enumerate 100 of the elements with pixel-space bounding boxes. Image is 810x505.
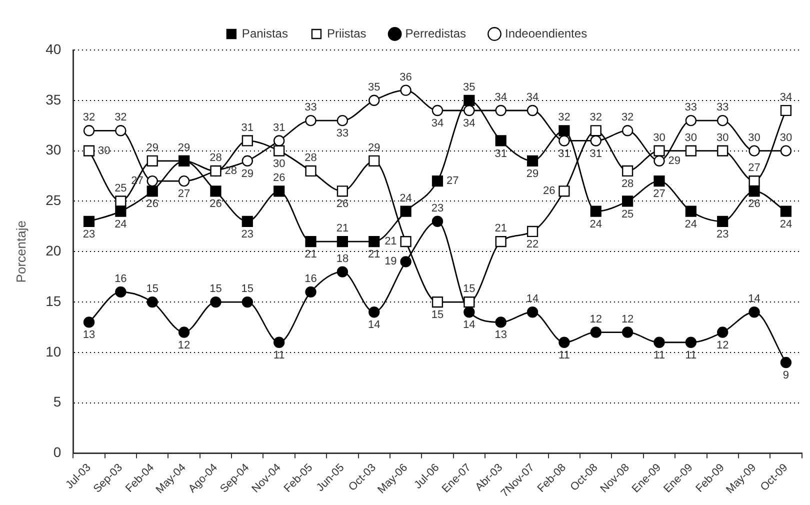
point: [748, 145, 760, 156]
data-label: 21: [384, 236, 397, 248]
data-label: 26: [272, 172, 286, 184]
point: [400, 236, 412, 248]
data-label: 24: [684, 218, 698, 230]
point: [274, 145, 285, 156]
data-label: 25: [621, 208, 634, 220]
point: [495, 104, 506, 116]
data-label: 28: [210, 152, 222, 164]
data-label: 12: [621, 313, 634, 326]
data-label: 24: [590, 218, 602, 230]
data-label: 30: [653, 132, 666, 144]
data-label: 29: [178, 142, 190, 154]
data-label: 33: [336, 128, 349, 140]
data-label: 9: [782, 370, 790, 382]
point: [464, 94, 475, 106]
point: [432, 104, 444, 116]
point: [432, 296, 444, 308]
data-label: 12: [590, 313, 602, 326]
legend-label: Indeoendientes: [504, 26, 588, 40]
data-label: 26: [336, 198, 349, 210]
data-label: 12: [716, 339, 729, 352]
point: [83, 316, 95, 328]
data-label: 23: [82, 228, 96, 240]
data-label: 15: [463, 283, 476, 296]
data-label: 31: [558, 148, 570, 160]
point: [115, 196, 126, 207]
point: [432, 216, 444, 227]
data-label: 19: [384, 256, 397, 268]
point: [717, 145, 728, 156]
point: [622, 125, 634, 136]
data-label: 28: [224, 165, 237, 178]
point: [685, 145, 696, 156]
point: [273, 135, 285, 146]
data-label: 32: [590, 112, 602, 124]
data-label: 26: [210, 198, 222, 210]
data-label: 27: [653, 188, 666, 200]
point: [558, 336, 570, 348]
point: [526, 155, 538, 166]
point: [717, 326, 728, 338]
data-label: 22: [526, 238, 539, 250]
point: [336, 266, 348, 278]
data-label: 16: [304, 272, 317, 285]
point: [146, 175, 158, 187]
data-label: 21: [494, 222, 507, 235]
data-label: 30: [716, 132, 729, 144]
data-label: 14: [748, 293, 760, 306]
data-label: 30: [684, 132, 698, 144]
data-label: 30: [780, 132, 792, 144]
y-tick-label: 20: [46, 242, 62, 258]
y-tick-label: 30: [46, 142, 62, 158]
data-label: 21: [336, 222, 349, 235]
point: [558, 186, 570, 197]
data-label: 31: [241, 122, 254, 134]
y-tick-label: 35: [46, 91, 62, 108]
data-label: 14: [463, 319, 476, 332]
point: [305, 286, 316, 298]
data-label: 30: [272, 158, 286, 170]
point: [178, 175, 190, 187]
y-tick-label: 40: [46, 40, 62, 57]
data-label: 32: [558, 112, 570, 124]
data-label: 33: [716, 102, 729, 114]
point: [464, 296, 475, 308]
point: [305, 236, 316, 248]
point: [685, 206, 696, 217]
point: [115, 206, 126, 217]
point: [400, 206, 412, 217]
data-label: 11: [273, 349, 285, 362]
point: [305, 165, 316, 177]
point: [368, 236, 380, 248]
point: [273, 336, 285, 348]
legend-label: Panistas: [242, 26, 288, 40]
point: [654, 176, 665, 187]
y-tick-label: 5: [53, 394, 62, 410]
point: [146, 296, 158, 308]
point: [558, 125, 570, 136]
data-label: 33: [684, 102, 698, 114]
data-label: 24: [400, 192, 412, 204]
data-label: 23: [716, 228, 729, 240]
data-label: 30: [748, 132, 760, 144]
point: [495, 316, 506, 328]
point: [526, 104, 538, 116]
data-label: 32: [114, 112, 127, 124]
point: [210, 296, 222, 308]
data-label: 11: [654, 349, 665, 362]
data-label: 23: [241, 228, 254, 240]
point: [274, 186, 285, 197]
point: [780, 356, 792, 368]
data-label: 24: [780, 218, 792, 230]
data-label: 36: [400, 71, 412, 84]
data-label: 29: [146, 142, 158, 154]
data-label: 25: [114, 182, 127, 194]
data-label: 15: [431, 309, 444, 322]
data-label: 11: [685, 349, 697, 362]
point: [780, 104, 792, 116]
point: [590, 206, 602, 217]
point: [242, 155, 254, 166]
point: [685, 114, 697, 126]
data-label: 29: [668, 154, 680, 167]
point: [178, 326, 190, 338]
